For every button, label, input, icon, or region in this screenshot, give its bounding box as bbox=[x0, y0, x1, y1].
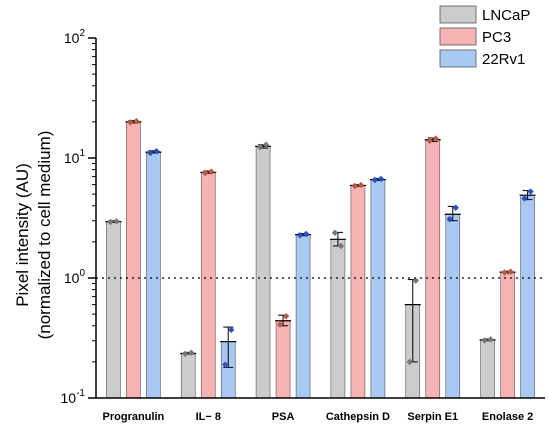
y-tick-label: 10-1 bbox=[61, 388, 86, 406]
data-point bbox=[501, 269, 508, 276]
data-point bbox=[371, 176, 379, 184]
bar bbox=[445, 213, 461, 399]
bar bbox=[295, 234, 311, 399]
data-point bbox=[412, 277, 419, 284]
category-label: Serpin E1 bbox=[407, 411, 458, 423]
y-tick-base: 10 bbox=[64, 270, 80, 286]
y-tick-base: 10 bbox=[61, 390, 77, 406]
data-point bbox=[426, 137, 433, 145]
data-point bbox=[481, 337, 488, 344]
bar bbox=[500, 271, 515, 399]
data-point bbox=[113, 218, 120, 225]
y-axis-title: Pixel intensity (AU) (normalized to cell… bbox=[13, 131, 54, 340]
legend-label: LNCaP bbox=[482, 7, 530, 24]
category-label: Progranulin bbox=[103, 411, 165, 423]
data-point bbox=[432, 135, 439, 142]
data-point bbox=[507, 268, 514, 275]
y-tick-exponent: 2 bbox=[79, 28, 85, 39]
category-label: Enolase 2 bbox=[482, 411, 533, 423]
bar bbox=[126, 121, 141, 399]
y-tick-exponent: -1 bbox=[76, 388, 85, 399]
data-point bbox=[182, 350, 189, 358]
legend-label: PC3 bbox=[482, 29, 511, 46]
category-label: Cathepsin D bbox=[326, 411, 390, 423]
data-point bbox=[302, 230, 310, 238]
data-point bbox=[357, 181, 365, 189]
bar bbox=[106, 221, 121, 399]
data-point bbox=[446, 215, 453, 223]
bar bbox=[146, 151, 161, 399]
y-tick-exponent: 1 bbox=[79, 148, 85, 159]
data-point bbox=[256, 144, 264, 151]
category-label: IL− 8 bbox=[196, 411, 221, 423]
data-point bbox=[276, 321, 284, 328]
bar bbox=[480, 339, 495, 399]
data-point bbox=[147, 149, 154, 157]
bar bbox=[370, 179, 386, 399]
legend-label: 22Rv1 bbox=[482, 51, 525, 68]
legend-swatch bbox=[439, 27, 477, 46]
bar bbox=[350, 185, 366, 399]
bar bbox=[200, 172, 216, 399]
data-point bbox=[282, 313, 290, 320]
data-point bbox=[527, 188, 534, 195]
bar bbox=[255, 146, 271, 399]
bars-layer bbox=[105, 120, 536, 399]
y-tick-label: 102 bbox=[64, 28, 86, 46]
data-point bbox=[222, 361, 229, 368]
y-tick-base: 10 bbox=[64, 30, 80, 46]
category-labels: Progranulin IL− 8 PSA Cathepsin D Serpin E1 E… bbox=[103, 411, 534, 423]
data-point bbox=[351, 182, 359, 190]
bar bbox=[180, 353, 196, 399]
y-axis-title-sub: (normalized to cell medium) bbox=[35, 131, 54, 340]
data-point bbox=[133, 117, 140, 125]
bar bbox=[425, 139, 441, 399]
data-point bbox=[337, 242, 345, 250]
data-point bbox=[202, 169, 209, 177]
y-tick-label: 100 bbox=[64, 268, 86, 286]
data-point bbox=[153, 147, 160, 155]
data-point bbox=[262, 141, 270, 148]
y-tick-exponent: 0 bbox=[79, 268, 85, 279]
data-point bbox=[107, 218, 114, 226]
data-point bbox=[452, 204, 459, 211]
legend: LNCaP PC3 22Rv1 bbox=[439, 5, 530, 68]
bar bbox=[275, 320, 291, 399]
data-points-layer bbox=[107, 117, 534, 368]
y-axis-title-main: Pixel intensity (AU) bbox=[13, 163, 32, 307]
legend-swatch bbox=[439, 5, 477, 24]
data-point bbox=[228, 326, 235, 334]
data-point bbox=[188, 349, 195, 357]
data-point bbox=[406, 358, 413, 366]
data-point bbox=[296, 232, 304, 239]
y-tick-label: 101 bbox=[64, 148, 86, 166]
data-point bbox=[487, 336, 494, 343]
data-point bbox=[208, 168, 215, 175]
bar bbox=[520, 194, 535, 399]
bar bbox=[330, 239, 346, 399]
data-point bbox=[127, 119, 134, 126]
legend-swatch bbox=[439, 49, 477, 68]
data-point bbox=[331, 229, 339, 237]
data-point bbox=[377, 175, 385, 183]
data-point bbox=[521, 195, 528, 202]
category-label: PSA bbox=[272, 411, 295, 423]
axes bbox=[88, 37, 545, 399]
y-tick-base: 10 bbox=[64, 150, 80, 166]
